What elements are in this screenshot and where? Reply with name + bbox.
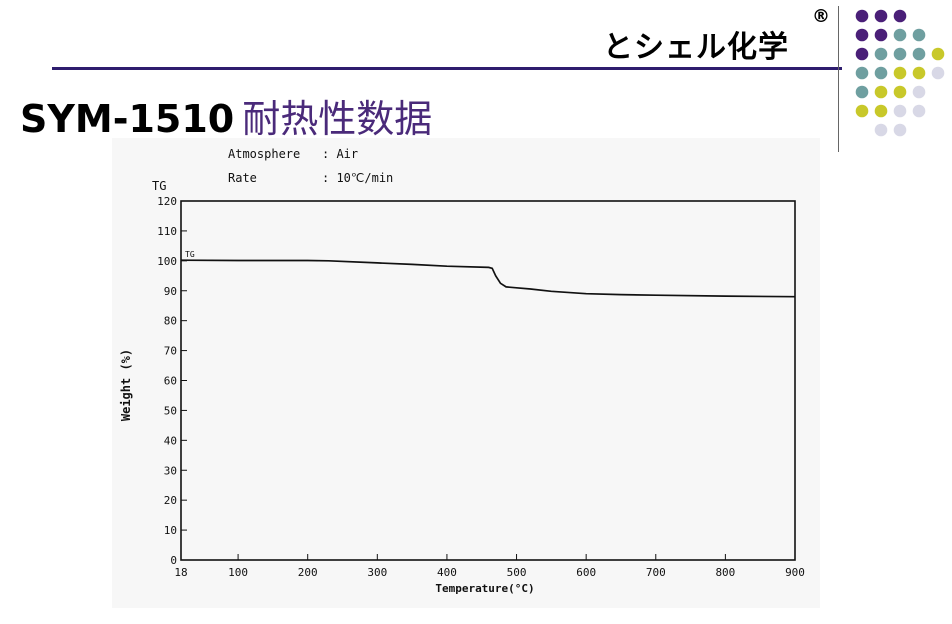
x-tick-label: 600 (576, 566, 596, 579)
y-axis-top-label: TG (152, 179, 166, 193)
atmosphere-value: : Air (322, 147, 359, 161)
x-tick-label: 700 (646, 566, 666, 579)
y-tick-label: 120 (157, 195, 177, 208)
brand-name: とシェル化学 (603, 30, 789, 65)
x-tick-label: 500 (507, 566, 527, 579)
y-tick-label: 110 (157, 225, 177, 238)
y-tick-label: 50 (164, 404, 177, 417)
tg-curve (180, 259, 796, 298)
x-axis-label: Temperature(°C) (435, 582, 534, 595)
vertical-rule (838, 6, 839, 152)
title-description: 耐热性数据 (242, 97, 433, 141)
y-tick-label: 100 (157, 255, 177, 268)
x-tick-label: 18 (174, 566, 187, 579)
title-product-code: SYM-1510 (20, 97, 235, 141)
page-title: SYM-1510 耐热性数据 (20, 88, 432, 143)
y-tick-label: 10 (164, 524, 177, 537)
scanned-chart-background (112, 138, 820, 608)
plot-frame (180, 200, 796, 561)
rate-value: : 10℃/min (322, 171, 394, 185)
x-tick-label: 300 (367, 566, 387, 579)
atmosphere-label: Atmosphere (228, 147, 301, 161)
x-tick-label: 800 (715, 566, 735, 579)
y-tick-label: 90 (164, 285, 177, 298)
series-label: TG (185, 250, 195, 259)
rate-label: Rate (228, 171, 257, 185)
y-tick-label: 70 (164, 345, 177, 358)
y-tick-label: 60 (164, 375, 177, 388)
x-tick-label: 900 (785, 566, 805, 579)
x-tick-label: 400 (437, 566, 457, 579)
y-tick-label: 0 (170, 554, 177, 567)
y-axis-label: Weight (%) (119, 349, 133, 421)
x-tick-label: 100 (228, 566, 248, 579)
header-rule (52, 67, 842, 70)
y-tick-label: 40 (164, 434, 177, 447)
y-tick-label: 20 (164, 494, 177, 507)
registered-mark: ® (812, 6, 830, 27)
y-tick-label: 80 (164, 315, 177, 328)
y-tick-label: 30 (164, 464, 177, 477)
x-tick-label: 200 (298, 566, 318, 579)
